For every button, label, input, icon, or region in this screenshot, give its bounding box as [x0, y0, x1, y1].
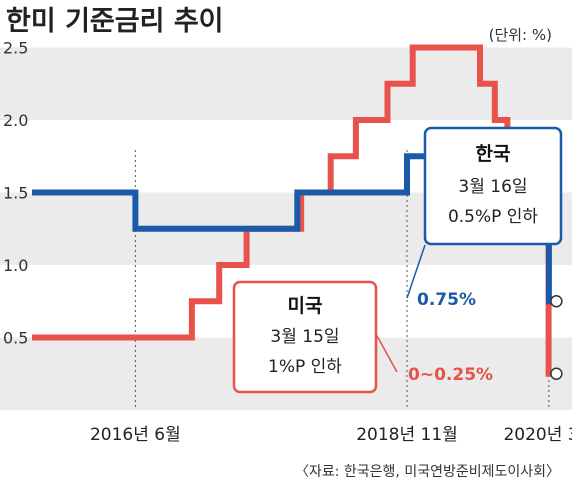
- us-endpoint-marker: [550, 367, 563, 380]
- source-note: 〈자료: 한국은행, 미국연방준비제도이사회〉: [295, 464, 560, 480]
- korea-endpoint-marker: [550, 295, 563, 308]
- korea-callout-date: 3월 16일: [458, 177, 527, 197]
- us-callout-change: 1%P 인하: [268, 357, 342, 377]
- y-tick-label: 1.0: [3, 256, 28, 275]
- korea-callout-title: 한국: [476, 143, 511, 165]
- background-band-2: [0, 47, 572, 120]
- y-tick-label: 2.5: [3, 39, 28, 58]
- korea-end-label: 0.75%: [417, 290, 476, 310]
- korea-callout: 한국 3월 16일 0.5%P 인하: [406, 126, 563, 299]
- korea-callout-change: 0.5%P 인하: [448, 207, 538, 227]
- chart-title: 한미 기준금리 추이: [6, 6, 224, 37]
- x-tick-label: 2016년 6월: [90, 425, 181, 445]
- unit-label: (단위: %): [489, 26, 552, 44]
- y-tick-label: 1.5: [3, 184, 28, 203]
- us-callout: 미국 3월 15일 1%P 인하: [232, 280, 398, 394]
- series-endpoints: [550, 295, 563, 380]
- y-tick-labels: 0.5 1.0 1.5 2.0 2.5: [3, 39, 28, 348]
- x-tick-label: 2020년 3월: [503, 425, 572, 445]
- korea-callout-box: [423, 126, 563, 246]
- us-callout-date: 3월 15일: [270, 327, 339, 347]
- us-callout-title: 미국: [288, 295, 323, 317]
- x-tick-labels: 2016년 6월 2018년 11월 2020년 3월: [90, 425, 572, 445]
- us-end-label: 0~0.25%: [408, 365, 493, 385]
- x-tick-label: 2018년 11월: [356, 425, 458, 445]
- us-callout-box: [232, 280, 378, 394]
- korea-callout-leader: [406, 244, 426, 299]
- y-tick-label: 0.5: [3, 329, 28, 348]
- us-callout-leader: [375, 333, 398, 373]
- y-tick-label: 2.0: [3, 111, 28, 130]
